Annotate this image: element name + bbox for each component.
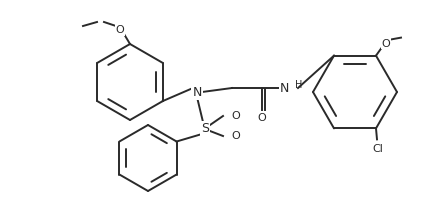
Text: N: N [280, 81, 289, 95]
Text: O: O [116, 25, 124, 35]
Text: H: H [295, 80, 303, 90]
Text: O: O [257, 113, 266, 123]
Text: Cl: Cl [373, 144, 384, 154]
Text: N: N [192, 85, 202, 99]
Text: S: S [201, 121, 209, 134]
Text: O: O [231, 131, 240, 141]
Text: O: O [381, 39, 390, 49]
Text: O: O [231, 111, 240, 121]
